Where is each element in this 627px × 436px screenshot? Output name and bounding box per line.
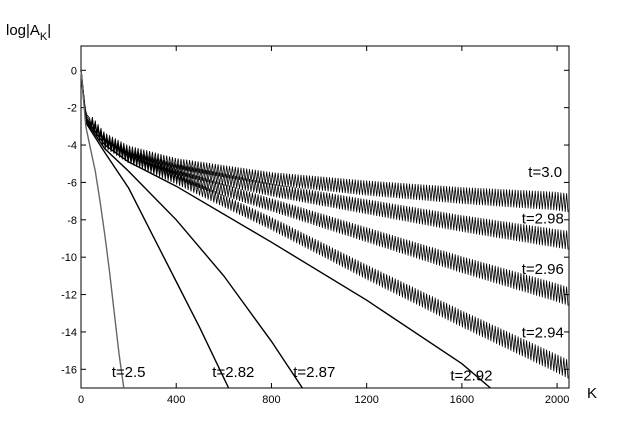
x-tick-label: 1600 [450, 394, 474, 406]
y-tick-label: 0 [71, 65, 77, 77]
x-tick-label: 400 [167, 394, 185, 406]
curve-label-t-2-92: t=2.92 [450, 368, 492, 385]
series-line-t-2-87 [80, 70, 303, 389]
series-line-t-2-98 [80, 70, 569, 250]
curve-label-t-3-0: t=3.0 [528, 164, 562, 181]
curve-label-t-2-98: t=2.98 [522, 211, 564, 228]
series-line-t-2-92 [80, 70, 491, 389]
y-tick-label: -14 [61, 327, 77, 339]
curve-label-t-2-96: t=2.96 [522, 261, 564, 278]
series-line-t-2-82 [80, 70, 230, 389]
x-tick-label: 0 [78, 394, 84, 406]
series-line-t-2-94 [80, 70, 569, 379]
curve-label-t-2-5: t=2.5 [112, 364, 146, 381]
x-tick-label: 800 [262, 394, 280, 406]
y-tick-label: -10 [61, 252, 77, 264]
series-line-t-3-0 [80, 70, 569, 213]
x-axis-label: K [587, 385, 597, 402]
y-tick-label: -6 [67, 177, 77, 189]
series-line-t-2-5 [80, 70, 125, 389]
x-tick-label: 2000 [545, 394, 569, 406]
curve-labels: t=3.0 t=2.98 t=2.96 t=2.94 t=2.92 t=2.87 t=2.8… [112, 164, 564, 385]
curve-label-t-2-82: t=2.82 [212, 364, 254, 381]
curve-label-t-2-87: t=2.87 [293, 364, 335, 381]
axis-ticks: 0 400 800 1200 1600 2000 0 -2 -4 -6 -8 -10 -12 -14 -16 [61, 46, 569, 406]
y-axis-label: log|AK| [6, 22, 51, 43]
y-tick-label: -4 [67, 140, 77, 152]
y-tick-label: -16 [61, 364, 77, 376]
plot-frame [80, 45, 570, 389]
y-tick-label: -8 [67, 215, 77, 227]
curve-label-t-2-94: t=2.94 [522, 325, 564, 342]
series-lines [80, 70, 569, 389]
y-tick-label: -2 [67, 103, 77, 115]
y-tick-label: -12 [61, 290, 77, 302]
x-tick-label: 1200 [354, 394, 378, 406]
